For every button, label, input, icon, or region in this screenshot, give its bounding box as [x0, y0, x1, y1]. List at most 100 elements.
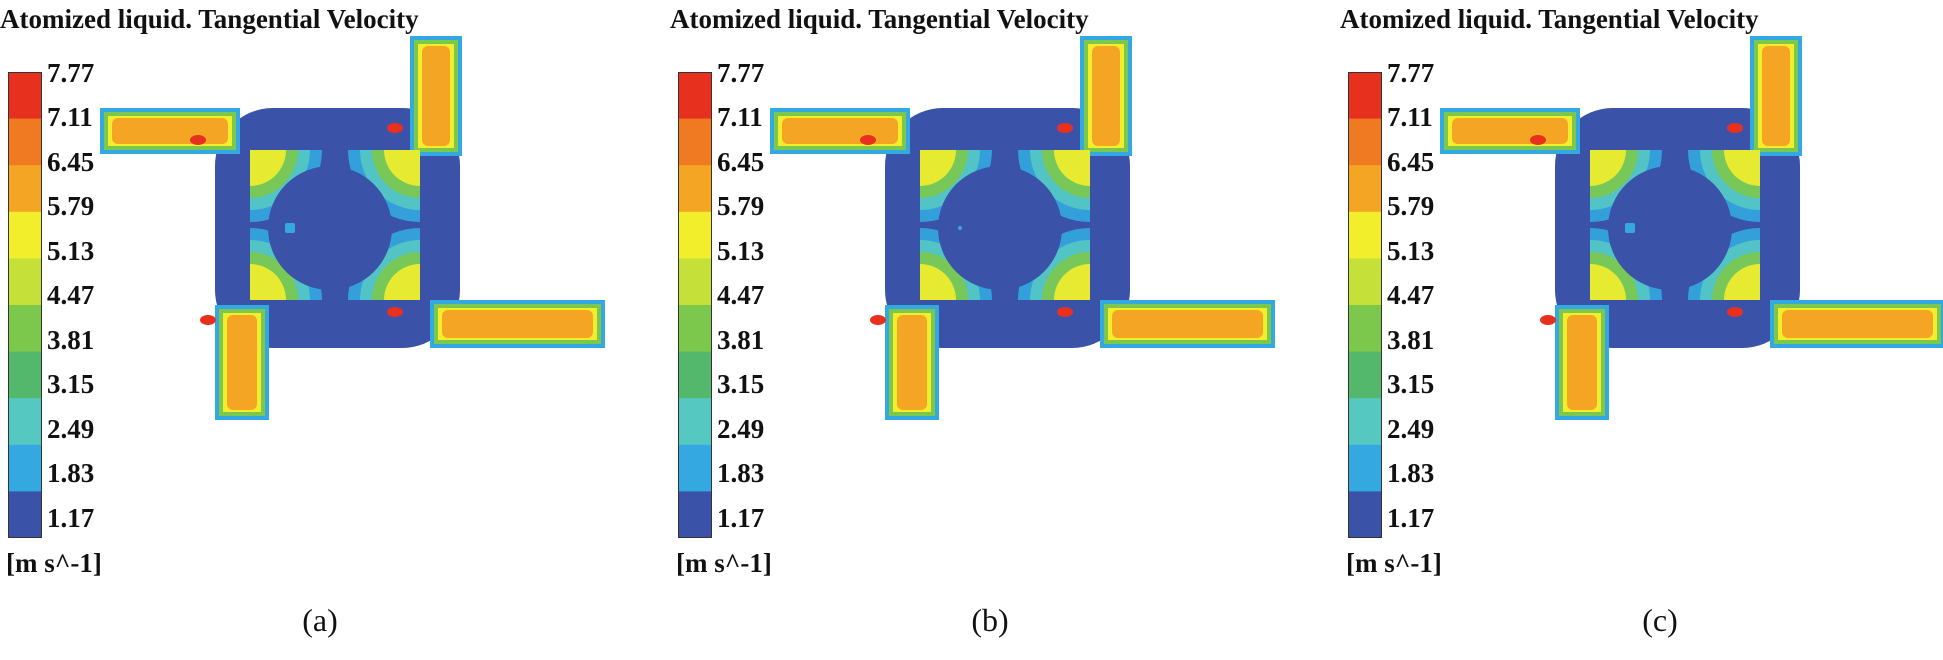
legend-tick: 1.83 — [717, 458, 765, 488]
legend-tick: 3.15 — [47, 369, 95, 399]
swirl-region-topleft — [250, 150, 322, 222]
legend-tick: 2.49 — [47, 414, 95, 444]
legend-tick: 5.13 — [47, 236, 95, 266]
panel-a: Atomized liquid. Tangential Velocity 7.7… — [0, 0, 640, 660]
colorbar-band — [678, 72, 712, 120]
colorbar-band — [8, 305, 42, 353]
legend-tick: 3.15 — [1387, 369, 1435, 399]
colorbar — [8, 72, 42, 538]
contour-band — [1724, 264, 1760, 300]
colorbar-band — [8, 258, 42, 306]
panel-label: (c) — [1642, 602, 1678, 638]
contour-band — [1590, 264, 1626, 300]
velocity-contour — [100, 36, 605, 420]
channel-core — [1762, 46, 1790, 146]
velocity-hotspot — [200, 315, 216, 325]
swirl-region-bottomright — [1688, 228, 1760, 300]
swirl-region-bottomright — [1018, 228, 1090, 300]
panel-label: (a) — [302, 602, 338, 638]
colorbar-band — [1348, 305, 1382, 353]
contour-band — [1590, 150, 1626, 186]
velocity-hotspot — [1727, 123, 1743, 133]
contour-band — [1054, 264, 1090, 300]
colorbar-frame — [8, 72, 42, 538]
legend-tick: 1.17 — [47, 503, 95, 533]
legend-tick: 4.47 — [717, 280, 765, 310]
legend-tick: 5.79 — [1387, 191, 1435, 221]
legend-tick: 3.81 — [717, 325, 765, 355]
channel-core — [782, 118, 898, 144]
colorbar-band — [678, 258, 712, 306]
colorbar-frame — [678, 72, 712, 538]
colorbar-band — [8, 351, 42, 399]
contour-band — [1724, 150, 1760, 186]
legend-tick: 3.15 — [717, 369, 765, 399]
legend-tick: 5.13 — [1387, 236, 1435, 266]
colorbar-band — [678, 165, 712, 213]
legend-tick: 2.49 — [717, 414, 765, 444]
panel-b: Atomized liquid. Tangential Velocity 7.7… — [670, 0, 1310, 660]
legend-tick: 4.47 — [47, 280, 95, 310]
contour-band — [250, 264, 286, 300]
channel-core — [227, 315, 257, 410]
channel-core — [442, 310, 593, 338]
swirl-region-bottomright — [348, 228, 420, 300]
velocity-hotspot — [1057, 123, 1073, 133]
panel-title: Atomized liquid. Tangential Velocity — [0, 4, 419, 34]
chamber-core — [1608, 166, 1732, 290]
legend-tick: 5.79 — [47, 191, 95, 221]
velocity-contour — [1440, 36, 1943, 420]
panel-title: Atomized liquid. Tangential Velocity — [670, 4, 1089, 34]
contour-band — [920, 264, 956, 300]
chamber-core — [268, 166, 392, 290]
legend-tick: 1.83 — [47, 458, 95, 488]
legend-tick: 5.13 — [717, 236, 765, 266]
velocity-contour — [770, 36, 1275, 420]
colorbar-band — [678, 398, 712, 446]
center-marker — [285, 223, 295, 233]
legend-tick: 7.77 — [47, 58, 95, 88]
legend-tick: 7.11 — [47, 102, 93, 132]
channel-core — [1567, 315, 1597, 410]
legend-tick: 3.81 — [47, 325, 95, 355]
velocity-hotspot — [387, 307, 403, 317]
legend-tick: 6.45 — [47, 147, 95, 177]
legend-tick: 3.81 — [1387, 325, 1435, 355]
colorbar-band — [1348, 165, 1382, 213]
channel-core — [422, 46, 450, 146]
legend-tick: 1.17 — [1387, 503, 1435, 533]
contour-band — [384, 150, 420, 186]
colorbar-band — [678, 444, 712, 492]
colorbar-band — [1348, 72, 1382, 120]
swirl-region-topright — [1018, 150, 1090, 222]
swirl-region-topright — [348, 150, 420, 222]
colorbar-band — [1348, 351, 1382, 399]
colorbar-band — [8, 491, 42, 538]
velocity-hotspot — [190, 135, 206, 145]
colorbar-band — [678, 491, 712, 538]
colorbar-band — [8, 211, 42, 259]
legend-tick: 6.45 — [1387, 147, 1435, 177]
legend-tick: 1.17 — [717, 503, 765, 533]
colorbar-band — [1348, 491, 1382, 538]
colorbar-band — [8, 118, 42, 166]
swirl-region-topright — [1688, 150, 1760, 222]
legend-tick: 1.83 — [1387, 458, 1435, 488]
colorbar-band — [1348, 118, 1382, 166]
legend-tick: 4.47 — [1387, 280, 1435, 310]
legend-tick: 6.45 — [717, 147, 765, 177]
center-marker — [1625, 223, 1635, 233]
legend-tick: 5.79 — [717, 191, 765, 221]
colorbar-band — [1348, 398, 1382, 446]
contour-band — [920, 150, 956, 186]
colorbar-band — [8, 398, 42, 446]
velocity-hotspot — [860, 135, 876, 145]
colorbar-band — [678, 305, 712, 353]
colorbar — [678, 72, 712, 538]
velocity-hotspot — [387, 123, 403, 133]
legend-unit: [m s^-1] — [6, 548, 102, 578]
contour-band — [250, 150, 286, 186]
channel-core — [1782, 310, 1933, 338]
panel-c: Atomized liquid. Tangential Velocity 7.7… — [1340, 0, 1943, 660]
legend-tick: 7.77 — [1387, 58, 1435, 88]
